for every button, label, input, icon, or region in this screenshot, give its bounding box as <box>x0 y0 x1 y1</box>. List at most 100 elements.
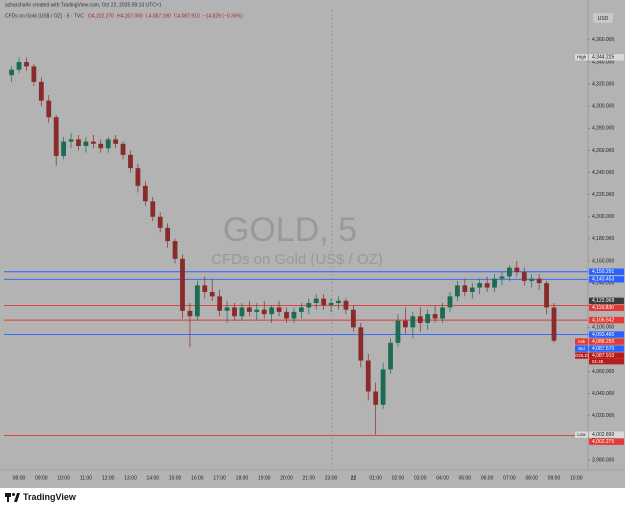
currency[interactable]: USD <box>598 16 609 22</box>
candle-body <box>328 303 334 306</box>
price-tag-label: 4,119.830 <box>592 305 614 311</box>
candle-body <box>224 307 230 311</box>
price-tag <box>589 276 624 283</box>
x-tick-label: 13:00 <box>124 475 137 481</box>
candle-body <box>76 139 81 147</box>
candle-body <box>440 307 445 319</box>
candle-body <box>24 61 29 67</box>
price-tag-label: 4,093.460 <box>592 332 614 338</box>
candle-body <box>239 307 245 317</box>
brand[interactable]: TradingView <box>23 492 77 502</box>
candle-body <box>276 307 282 312</box>
candle-body <box>350 309 356 328</box>
candle-body <box>380 369 386 405</box>
candle-body <box>484 283 490 288</box>
y-tick-label: 4,200.000 <box>592 214 614 220</box>
candle-body <box>291 311 297 319</box>
price-tag-name: GOLD <box>575 353 589 358</box>
candle-body <box>202 285 208 292</box>
y-tick-label: 4,060.000 <box>592 369 614 375</box>
y-tick-label: 4,040.000 <box>592 391 614 397</box>
candle-body <box>402 320 408 328</box>
price-tag <box>589 438 624 445</box>
price-tag-label: 4,150.291 <box>592 269 614 275</box>
candle-body <box>432 314 438 319</box>
price-tag-label: 4,087.570 <box>592 346 614 352</box>
y-tick-label: 4,320.000 <box>592 81 614 87</box>
candle-body <box>395 320 401 343</box>
price-tag-label: 4,002.275 <box>592 439 614 445</box>
x-tick-label: 16:00 <box>191 475 204 481</box>
price-tag-label: 4,123.968 <box>592 298 614 304</box>
candle-body <box>9 69 14 76</box>
candle-body <box>128 154 133 169</box>
watermark-ticker: GOLD, 5 <box>223 211 357 249</box>
candle-body <box>232 307 237 317</box>
candle-body <box>165 227 171 242</box>
x-tick-label: 12:00 <box>102 475 115 481</box>
candle-body <box>544 283 549 308</box>
logo-slash <box>14 493 20 502</box>
candle-body <box>113 139 119 144</box>
candle-body <box>187 310 193 317</box>
candle-body <box>521 272 527 281</box>
ohlc-value: O4,102.270 <box>88 13 114 19</box>
ohlc-value: H4,107.060 <box>117 13 143 19</box>
x-tick-label: 04:00 <box>436 475 449 481</box>
x-tick-label: 03:00 <box>414 475 427 481</box>
candle-body <box>142 185 148 202</box>
price-tag-label: 4,087.910 <box>592 353 614 359</box>
price-tag <box>589 345 624 352</box>
x-tick-label: 17:00 <box>213 475 226 481</box>
brand-logo[interactable] <box>5 493 20 502</box>
candle-body <box>551 307 557 341</box>
price-tag-label: 4,143.453 <box>592 277 614 283</box>
candle-body <box>261 309 267 315</box>
currency-box[interactable] <box>593 13 613 23</box>
price-tag-label: 4,088.250 <box>592 339 614 345</box>
y-tick-label: 4,360.000 <box>592 37 614 43</box>
price-tag <box>589 352 624 359</box>
y-tick-label: 4,020.000 <box>592 413 614 419</box>
price-tag-name: Bid <box>578 346 585 351</box>
credit: azharshahir created with TradingView.com… <box>5 2 162 8</box>
price-tag-label: 4,002.890 <box>592 432 614 438</box>
candle-body <box>336 300 341 304</box>
price-tag-name: Low <box>577 432 586 437</box>
candle-body <box>455 285 460 297</box>
price-tag-label: 4,106.542 <box>592 317 614 323</box>
y-tick-label: 4,280.000 <box>592 126 614 132</box>
x-tick-label: 05:00 <box>459 475 472 481</box>
x-tick-label: 21:00 <box>303 475 316 481</box>
x-tick-label: 09:00 <box>35 475 48 481</box>
y-tick-label: 4,220.000 <box>592 192 614 198</box>
ohlc-value: L4,087.190 <box>146 13 171 19</box>
candle-body <box>343 300 349 310</box>
candle-body <box>417 316 423 323</box>
candle-body <box>150 201 156 217</box>
candle-body <box>157 216 163 228</box>
chart-background <box>0 0 625 488</box>
candle-body <box>462 285 468 292</box>
countdown: 01:45 <box>592 359 604 364</box>
candle-body <box>358 327 364 361</box>
x-tick-label: 22 <box>351 475 357 481</box>
y-tick-label: 4,180.000 <box>592 236 614 242</box>
candle-body <box>269 307 275 315</box>
candle-body <box>410 316 416 328</box>
footer-background <box>0 488 625 510</box>
candle-body <box>105 139 111 149</box>
x-tick-label: 19:00 <box>258 475 271 481</box>
y-tick-label: 4,260.000 <box>592 148 614 154</box>
candle-body <box>388 342 393 370</box>
price-tag-name-box <box>575 345 588 352</box>
candle-body <box>217 296 223 311</box>
logo-stem <box>7 493 9 502</box>
candle-body <box>425 314 431 323</box>
candle-body <box>120 143 126 155</box>
candle-body <box>38 81 44 101</box>
x-tick-label: 07:00 <box>503 475 516 481</box>
price-tag-name-box <box>575 54 588 61</box>
x-tick-label: 10:00 <box>570 475 583 481</box>
y-tick-label: 4,140.000 <box>592 280 614 286</box>
